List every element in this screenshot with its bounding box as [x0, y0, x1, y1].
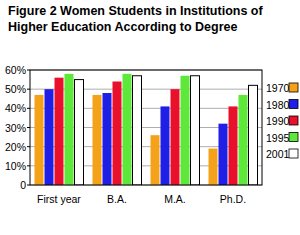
bar [133, 76, 142, 185]
category-label: B.A. [107, 193, 127, 205]
category-label: Ph.D. [220, 193, 246, 205]
bar [161, 106, 170, 185]
bar [123, 74, 132, 185]
plot-frame [30, 70, 262, 185]
bars [35, 74, 258, 185]
category-label: M.A. [164, 193, 186, 205]
tick-label: 40% [5, 102, 26, 114]
title: Figure 2 Women Students in Institutions … [8, 4, 263, 18]
bar [181, 76, 190, 185]
legend-label: 1980 [266, 99, 290, 111]
bar [219, 124, 228, 185]
legend-label: 1990 [266, 115, 290, 127]
bar [151, 135, 160, 185]
bar [191, 76, 200, 185]
legend-swatch [289, 149, 298, 158]
tick-label: 60% [5, 64, 26, 76]
legend-swatch [289, 133, 298, 142]
tick-label: 0 [20, 179, 26, 191]
bar [249, 85, 258, 185]
legend-swatch [289, 100, 298, 109]
bar [45, 89, 54, 185]
bar [55, 78, 64, 185]
bar [239, 95, 248, 185]
bar [93, 95, 102, 185]
bar [113, 82, 122, 186]
bar [75, 80, 84, 185]
category-label: First year [37, 193, 81, 205]
legend-label: 1970 [266, 82, 290, 94]
legend-label: 1995 [266, 132, 290, 144]
bar [171, 89, 180, 185]
chart: Figure 2 Women Students in Institutions … [0, 0, 300, 235]
bar [229, 106, 238, 185]
bar [65, 74, 74, 185]
legend-swatch [289, 116, 298, 125]
tick-label: 50% [5, 83, 26, 95]
bar [35, 95, 44, 185]
tick-label: 20% [5, 141, 26, 153]
bar [103, 93, 112, 185]
tick-label: 10% [5, 160, 26, 172]
tick-label: 30% [5, 122, 26, 134]
legend-label: 2001 [266, 148, 290, 160]
bar [209, 149, 218, 185]
legend-swatch [289, 83, 298, 92]
title: Higher Education According to Degree [8, 20, 237, 34]
